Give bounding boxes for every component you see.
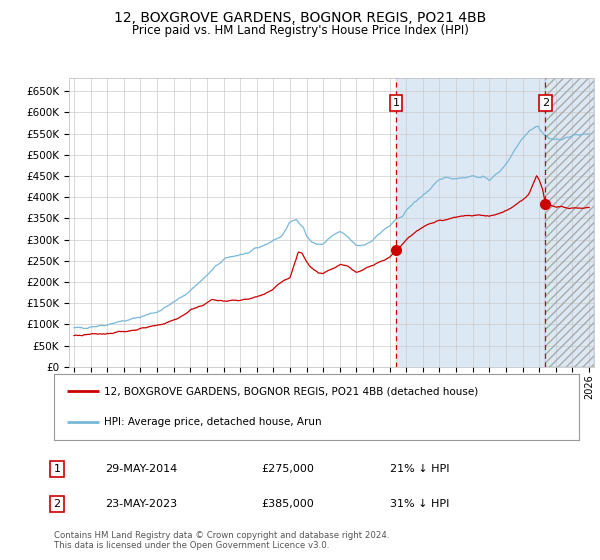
Text: 1: 1 [392,98,400,108]
Text: Contains HM Land Registry data © Crown copyright and database right 2024.
This d: Contains HM Land Registry data © Crown c… [54,531,389,550]
Bar [545,78,594,367]
Text: 12, BOXGROVE GARDENS, BOGNOR REGIS, PO21 4BB (detached house): 12, BOXGROVE GARDENS, BOGNOR REGIS, PO21… [104,386,478,396]
Text: 21% ↓ HPI: 21% ↓ HPI [390,464,449,474]
Text: £385,000: £385,000 [261,499,314,509]
Text: 1: 1 [53,464,61,474]
Text: 2: 2 [542,98,549,108]
Text: 12, BOXGROVE GARDENS, BOGNOR REGIS, PO21 4BB: 12, BOXGROVE GARDENS, BOGNOR REGIS, PO21… [114,11,486,25]
Text: 23-MAY-2023: 23-MAY-2023 [105,499,177,509]
Bar [396,78,545,367]
Text: HPI: Average price, detached house, Arun: HPI: Average price, detached house, Arun [104,417,322,427]
Text: 29-MAY-2014: 29-MAY-2014 [105,464,177,474]
Text: 31% ↓ HPI: 31% ↓ HPI [390,499,449,509]
Bar [545,78,594,367]
Text: Price paid vs. HM Land Registry's House Price Index (HPI): Price paid vs. HM Land Registry's House … [131,24,469,37]
Text: £275,000: £275,000 [261,464,314,474]
Text: 2: 2 [53,499,61,509]
